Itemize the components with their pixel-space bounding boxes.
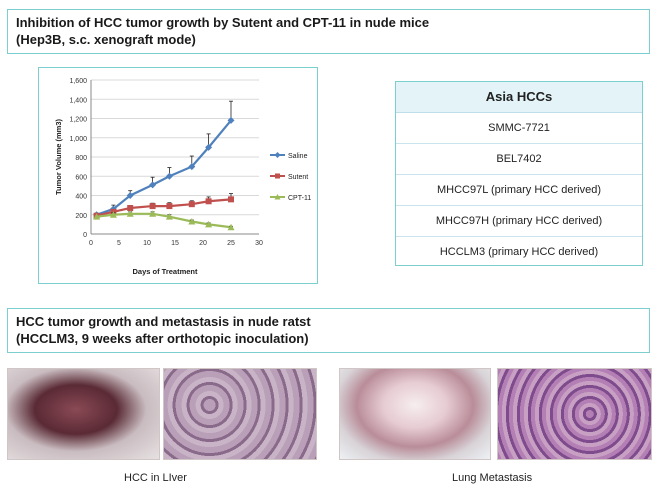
section-title-line1: Inhibition of HCC tumor growth by Sutent… [16, 15, 430, 30]
data-point [149, 181, 157, 189]
legend-marker [275, 173, 280, 179]
y-tick-label: 1,400 [69, 97, 87, 104]
data-point [188, 217, 196, 225]
chart-svg: 0 200 400 600 800 1,000 1,200 1,400 1,600 0 5 10 15 2… [54, 78, 311, 276]
data-point [165, 172, 173, 180]
caption-lung: Lung Metastasis [452, 472, 533, 484]
x-tick-label: 15 [171, 240, 179, 247]
x-tick-label: 25 [227, 240, 235, 247]
y-axis-label: Tumor Volume (mm3) [54, 119, 63, 195]
data-point [205, 220, 213, 228]
series-line-cpt-11 [96, 212, 232, 229]
x-tick-label: 30 [255, 240, 263, 247]
data-point [205, 198, 212, 205]
data-point [149, 210, 157, 217]
data-point [165, 213, 173, 220]
lung-histology-photo [497, 368, 652, 460]
legend-label: Saline [288, 153, 308, 160]
y-tick-label: 600 [75, 174, 87, 181]
data-point [166, 203, 173, 210]
table-header: Asia HCCs [396, 82, 642, 113]
data-point [227, 223, 235, 231]
y-tick-label: 1,200 [69, 117, 87, 124]
tumor-growth-chart: 0 200 400 600 800 1,000 1,200 1,400 1,600 0 5 10 15 2… [38, 67, 318, 284]
caption-liver: HCC in LIver [124, 472, 187, 484]
liver-histology-photo [163, 368, 317, 460]
section-title-line2: (Hep3B, s.c. xenograft mode) [16, 32, 196, 47]
legend-marker [274, 194, 281, 200]
section-title-xenograft: Inhibition of HCC tumor growth by Sutent… [7, 9, 650, 54]
data-point [188, 201, 195, 208]
liver-tumor-photo [7, 368, 160, 460]
legend-label: Sutent [288, 174, 308, 181]
section-title-line1: HCC tumor growth and metastasis in nude … [16, 314, 311, 329]
y-tick-label: 0 [83, 232, 87, 239]
table-row: MHCC97H (primary HCC derived) [396, 206, 642, 237]
data-point [126, 210, 134, 217]
data-point [227, 116, 235, 124]
section-title-line2: (HCCLM3, 9 weeks after orthotopic inocul… [16, 331, 309, 346]
x-tick-label: 10 [143, 240, 151, 247]
asia-hcc-table: Asia HCCs SMMC-7721 BEL7402 MHCC97L (pri… [395, 81, 643, 266]
table-row: SMMC-7721 [396, 113, 642, 144]
section-title-metastasis: HCC tumor growth and metastasis in nude … [7, 308, 650, 353]
x-axis-label: Days of Treatment [132, 267, 198, 276]
data-point [205, 143, 213, 151]
lung-metastasis-photo [339, 368, 491, 460]
table-row: MHCC97L (primary HCC derived) [396, 175, 642, 206]
data-point [126, 192, 134, 199]
y-tick-label: 1,600 [69, 78, 87, 85]
data-point [93, 213, 101, 220]
data-point [109, 211, 117, 218]
y-tick-label: 200 [75, 213, 87, 220]
y-tick-label: 800 [75, 155, 87, 162]
data-point [228, 196, 234, 203]
data-point [188, 163, 196, 171]
series-line-saline [96, 119, 232, 216]
legend-marker [274, 152, 281, 158]
legend-label: CPT-11 [288, 195, 311, 202]
data-point [149, 203, 156, 210]
data-point [127, 205, 134, 212]
x-tick-label: 20 [199, 240, 207, 247]
y-tick-label: 1,000 [69, 136, 87, 143]
x-tick-label: 5 [117, 240, 121, 247]
table-row: HCCLM3 (primary HCC derived) [439, 246, 599, 258]
table-row: BEL7402 [396, 144, 642, 175]
y-tick-label: 400 [75, 194, 87, 201]
x-tick-label: 0 [89, 240, 93, 247]
